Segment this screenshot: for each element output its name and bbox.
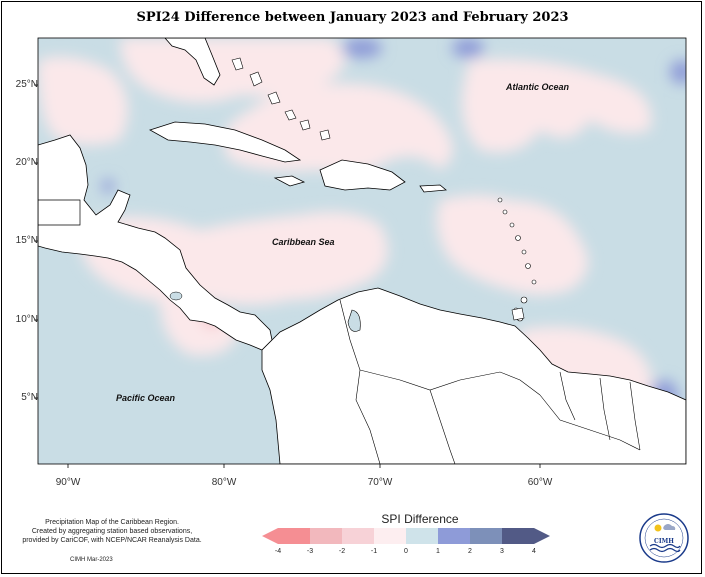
lon-ticks: [67, 464, 541, 468]
legend-title: SPI Difference: [381, 512, 459, 526]
country-borders: [339, 299, 641, 464]
legend-tick-3: -1: [370, 548, 378, 555]
land-cuba: [148, 121, 302, 163]
bahamas-islands: [231, 57, 331, 141]
legend-arrow-right: [534, 528, 550, 544]
legend-swatch-3: [342, 528, 374, 544]
land-jamaica: [273, 175, 306, 187]
lat-label-15: 15°N: [15, 235, 38, 246]
land-puertorico: [419, 184, 447, 193]
land-mexico-centralamerica: [38, 134, 273, 351]
legend-tick-0: -4: [274, 548, 282, 555]
blue-spot-1: [342, 38, 382, 58]
pink-region-atlantic: [462, 59, 652, 153]
lat-label-5: 5°N: [21, 392, 38, 403]
pink-region-gulf: [38, 56, 128, 145]
lat-label-10: 10°N: [15, 314, 38, 325]
pink-region-north: [120, 38, 345, 103]
legend-swatch-2: [310, 528, 342, 544]
caribbean-sea-label: Caribbean Sea: [272, 237, 335, 247]
pink-region-eastcarib: [436, 195, 588, 295]
yucatan-outline: [38, 199, 81, 226]
blue-spot-4: [102, 179, 114, 193]
legend-swatch-6: [438, 528, 470, 544]
legend-swatch-5: [406, 528, 438, 544]
blue-spot-3: [670, 60, 686, 84]
lon-label-70: 70°W: [367, 477, 393, 488]
legend-tick-5: 1: [436, 548, 440, 555]
land-hispaniola: [319, 159, 406, 191]
lon-label-80: 80°W: [211, 477, 237, 488]
lon-label-60: 60°W: [527, 477, 553, 488]
credit-text: Precipitation Map of the Caribbean Regio…: [14, 518, 210, 545]
legend-tick-8: 4: [532, 548, 536, 555]
lake-nicaragua: [169, 291, 183, 301]
legend-swatch-7: [470, 528, 502, 544]
lat-ticks: [34, 84, 38, 399]
lon-label-90: 90°W: [55, 477, 81, 488]
blue-spot-2: [452, 38, 484, 58]
land-trinidad: [511, 307, 525, 321]
lat-label-25: 25°N: [15, 79, 38, 90]
logo-text: CIMH: [654, 538, 674, 545]
land-southamerica: [261, 287, 686, 464]
credit-line-3: provided by CariCOF, with NCEP/NCAR Rean…: [22, 537, 202, 544]
lake-maracaibo: [347, 309, 361, 332]
credit-line-1: Precipitation Map of the Caribbean Regio…: [45, 519, 179, 526]
pacific-ocean-label: Pacific Ocean: [116, 393, 176, 403]
map-border: [37, 37, 687, 465]
atlantic-ocean-label: Atlantic Ocean: [506, 82, 570, 92]
legend-tick-4: 0: [404, 548, 408, 555]
credit-line-2: Created by aggregating station based obs…: [31, 528, 193, 535]
pink-region-pacific: [160, 300, 240, 356]
map-title: SPI24 Difference between January 2023 an…: [136, 10, 569, 25]
legend-tick-6: 2: [468, 548, 472, 555]
lat-label-20: 20°N: [15, 157, 38, 168]
legend-tick-2: -2: [338, 548, 346, 555]
legend-tick-1: -3: [306, 548, 314, 555]
legend-swatch-1: [278, 528, 310, 544]
cimh-logo-icon: [639, 513, 689, 563]
credit-date: CIMH Mar-2023: [70, 557, 113, 563]
legend-arrow-left: [262, 528, 278, 544]
land-florida: [164, 38, 221, 86]
legend-colorbar: [262, 528, 550, 544]
legend-swatch-4: [374, 528, 406, 544]
legend-tick-7: 3: [500, 548, 504, 555]
legend-swatch-8: [502, 528, 534, 544]
